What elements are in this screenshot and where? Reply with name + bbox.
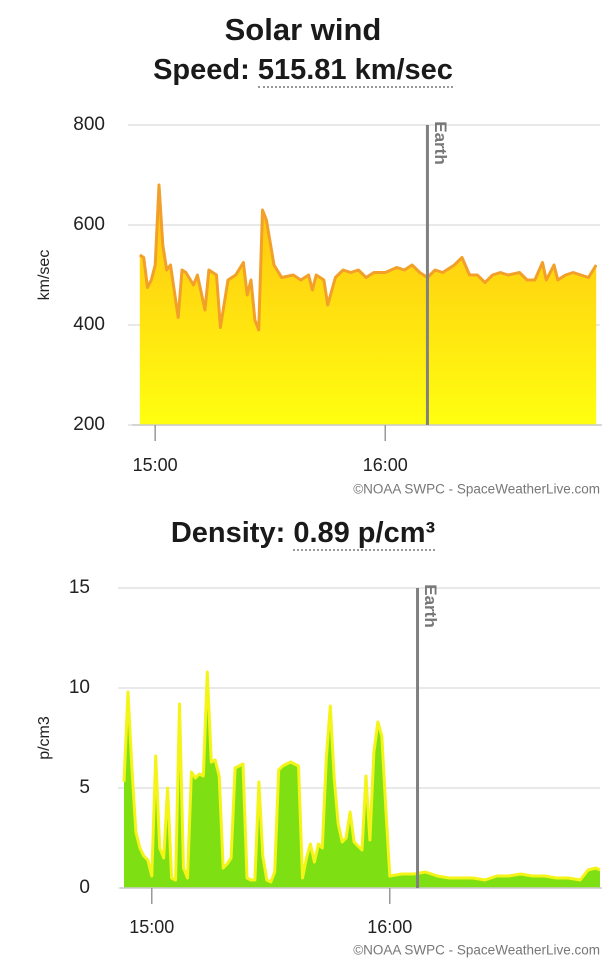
area-line	[138, 183, 598, 332]
area-line	[122, 670, 601, 884]
heading-label: Density:	[170, 517, 286, 549]
y-tick-label: 10	[69, 677, 90, 698]
x-tick-label: 15:00	[129, 917, 174, 937]
earth-label: Earth	[431, 121, 450, 164]
y-tick-label: 0	[79, 877, 90, 898]
credit: ©NOAA SWPC - SpaceWeatherLive.com	[353, 943, 600, 958]
y-tick-label: 200	[73, 414, 105, 435]
y-axis-label: p/cm3	[36, 716, 53, 760]
page-title: Solar wind	[224, 12, 382, 47]
area-fill	[139, 185, 597, 425]
density-heading: Density: 0.89 p/cm³	[0, 517, 606, 551]
y-axis-label: km/sec	[36, 250, 53, 301]
credit: ©NOAA SWPC - SpaceWeatherLive.com	[353, 482, 600, 497]
area-fill	[124, 672, 600, 888]
heading-label: Speed:	[153, 54, 250, 86]
heading-value: 515.81 km/sec	[257, 54, 453, 88]
earth-label: Earth	[421, 584, 440, 627]
heading-value: 0.89 p/cm³	[293, 517, 436, 551]
y-tick-label: 400	[73, 314, 105, 335]
y-tick-label: 15	[69, 577, 90, 598]
x-tick-label: 16:00	[367, 917, 412, 937]
speed-heading: Speed: 515.81 km/sec	[0, 54, 606, 88]
x-tick-label: 15:00	[133, 455, 178, 475]
y-tick-label: 600	[73, 214, 105, 235]
y-tick-label: 800	[73, 114, 105, 135]
x-tick-label: 16:00	[363, 455, 408, 475]
y-tick-label: 5	[79, 777, 90, 798]
